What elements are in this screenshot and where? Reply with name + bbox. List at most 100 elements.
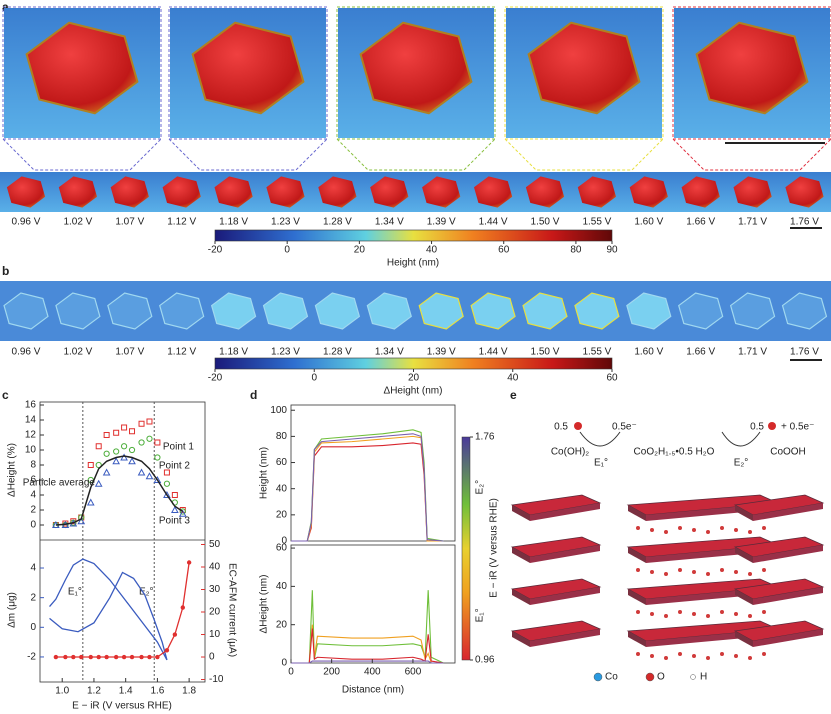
particle-diff [522, 292, 568, 330]
particle-diff [262, 292, 309, 330]
water [636, 526, 640, 530]
voltage-label: 1.55 V [582, 217, 611, 228]
particle-diff [626, 292, 672, 330]
particle-thumb [266, 176, 305, 208]
x-tick-label: 400 [364, 667, 381, 678]
water [678, 526, 682, 530]
water [650, 612, 654, 616]
colorbar-tick-label: 20 [354, 245, 366, 256]
reaction-text: 0.5e⁻ [612, 422, 637, 433]
legend-label: Co [605, 672, 618, 683]
particle-thumb [473, 176, 513, 208]
y2-tick-label: -10 [209, 674, 224, 685]
legend-atom [593, 672, 603, 682]
marker [113, 429, 120, 436]
water [734, 528, 738, 532]
voltage-label: 0.96 V [12, 347, 41, 358]
marker [104, 654, 109, 660]
water [664, 572, 668, 576]
water [706, 530, 710, 534]
annotation: E₂° [139, 587, 154, 598]
colorbar-tick-label: -20 [208, 373, 223, 384]
series-label: Particle average [23, 478, 96, 489]
voltage-label: 1.02 V [63, 347, 92, 358]
voltage-label: 1.23 V [271, 217, 300, 228]
water [636, 652, 640, 656]
y-tick-label: 12 [25, 430, 37, 441]
crystal-edge [512, 631, 530, 647]
crystal-edge [530, 587, 600, 605]
voltage-label: 1.23 V [271, 347, 300, 358]
marker [121, 424, 128, 431]
water [692, 654, 696, 658]
y-tick-label: 2 [30, 592, 36, 603]
zoom-lines [168, 138, 328, 171]
marker [121, 654, 127, 660]
particle-thumb [58, 176, 98, 208]
water [762, 526, 766, 530]
legend-atom [690, 674, 696, 680]
y-tick-label: 60 [276, 457, 288, 468]
marker [171, 505, 179, 513]
particle-diff [729, 292, 776, 330]
colorbar-tick-label: 0.96 [475, 655, 495, 666]
marker [128, 446, 136, 454]
colorbar-tick-label: 60 [606, 373, 618, 384]
water [692, 528, 696, 532]
water [636, 610, 640, 614]
reaction-arrow [579, 431, 621, 447]
marker [79, 654, 84, 660]
particle-thumb [577, 176, 617, 208]
water [636, 568, 640, 572]
voltage-label: 1.18 V [219, 347, 248, 358]
water [748, 656, 752, 660]
voltage-label: 1.44 V [479, 217, 508, 228]
particle-diff [574, 292, 620, 330]
series-label: Point 3 [159, 516, 191, 527]
crystal-edge [735, 631, 753, 647]
crystal-edge [512, 547, 530, 563]
x-tick-label: 0 [288, 667, 294, 678]
water [720, 652, 724, 656]
colorbar-label: Height (nm) [387, 258, 439, 269]
profile-line [291, 624, 444, 664]
particle-diff [55, 292, 101, 330]
water [720, 568, 724, 572]
y-tick-label: 4 [30, 563, 36, 574]
product: CoOOH [770, 447, 806, 458]
zoom-lines [2, 138, 162, 171]
marker [138, 420, 145, 427]
crystal-edge [628, 631, 646, 647]
colorbar-marker: E₂° [475, 480, 486, 495]
data-line [49, 571, 168, 661]
step-label: E₁° [594, 458, 608, 469]
y-axis-label: ΔHeight (nm) [259, 575, 270, 634]
reaction-text: + 0.5e⁻ [781, 422, 814, 433]
voltage-label: 1.66 V [686, 217, 715, 228]
x-tick-label: 600 [405, 667, 422, 678]
marker [171, 492, 178, 498]
marker [128, 457, 136, 465]
marker [154, 454, 161, 461]
marker [147, 654, 152, 660]
series-label: Point 1 [163, 442, 195, 453]
marker [163, 469, 170, 476]
marker [164, 648, 170, 653]
voltage-label: 1.44 V [479, 347, 508, 358]
marker [86, 498, 95, 506]
marker [120, 453, 128, 461]
y-tick-label: 20 [276, 509, 288, 520]
water [650, 570, 654, 574]
particle-diff [3, 292, 49, 330]
water [734, 570, 738, 574]
marker [103, 432, 110, 438]
voltage-label: 0.96 V [12, 217, 41, 228]
y-tick-label: 16 [25, 400, 37, 411]
water [748, 530, 752, 534]
water [650, 654, 654, 658]
marker [154, 439, 161, 446]
voltage-label: 1.12 V [167, 217, 196, 228]
particle-thumb [162, 176, 201, 208]
water [706, 614, 710, 618]
water [664, 656, 668, 660]
